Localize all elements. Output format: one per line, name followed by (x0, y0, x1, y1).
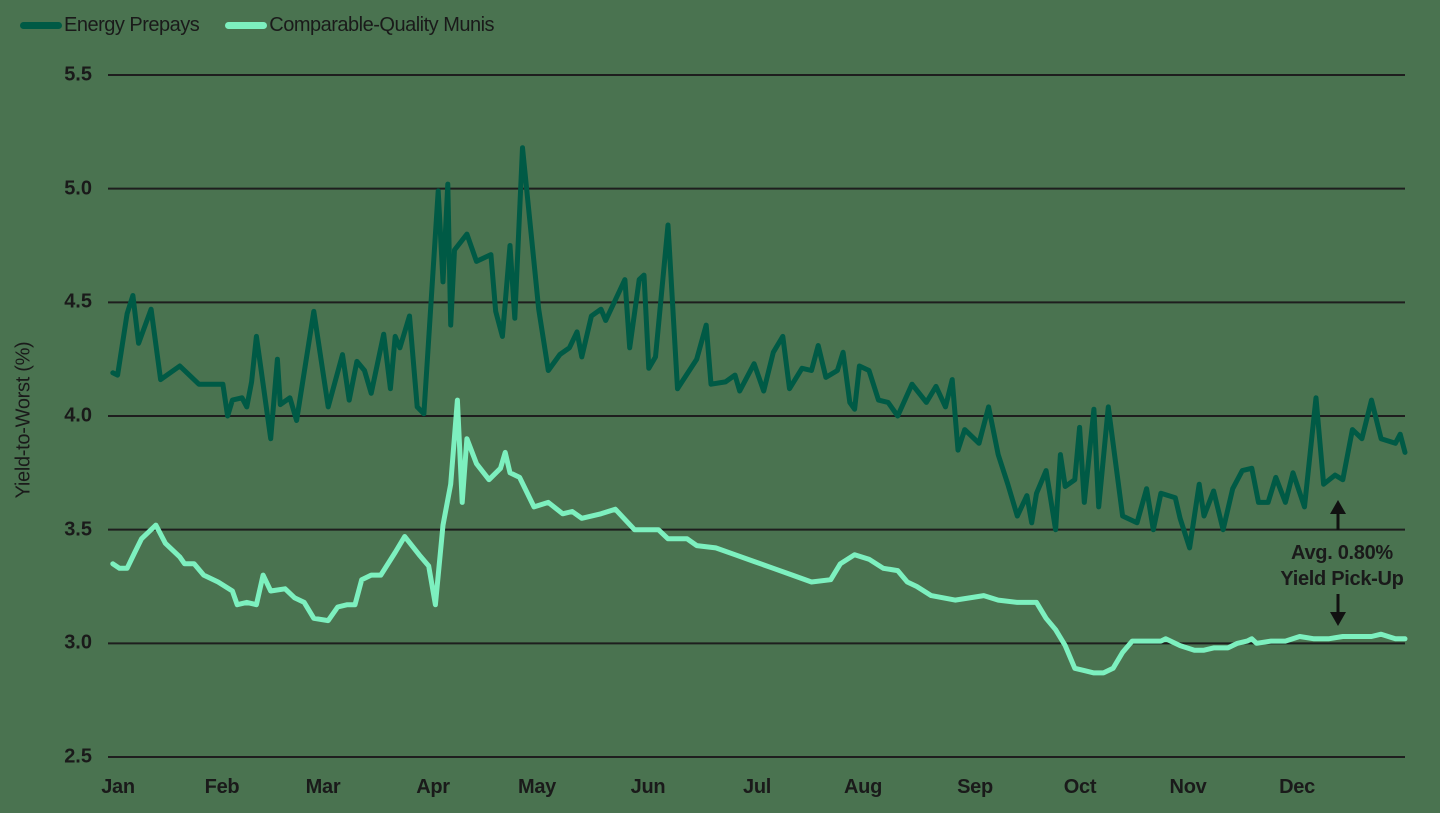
legend-label: Energy Prepays (64, 13, 200, 36)
y-tick: 4.0 (64, 404, 92, 427)
legend-item-munis: Comparable-Quality Munis (225, 13, 495, 37)
x-tick: Oct (1063, 776, 1097, 798)
y-tick: 4.5 (64, 290, 92, 313)
series-energy-prepays (110, 145, 1408, 551)
y-tick: 2.5 (64, 745, 92, 768)
x-tick: Jul (743, 776, 771, 798)
x-tick: May (517, 776, 557, 798)
arrow-down-icon (1330, 594, 1346, 626)
x-tick: Jan (101, 776, 135, 798)
series-lines (110, 145, 1408, 676)
legend-swatch-energy-prepays (20, 21, 62, 29)
legend-swatch-munis (225, 21, 268, 29)
y-axis-label: Yield-to-Worst (%) (12, 341, 35, 499)
x-tick: Feb (204, 776, 240, 798)
arrow-up-icon (1330, 500, 1346, 530)
legend-label: Comparable-Quality Munis (269, 13, 495, 36)
x-tick: Dec (1279, 776, 1315, 798)
gridlines (108, 74, 1405, 758)
y-tick: 3.5 (64, 518, 92, 541)
x-tick: Sep (957, 776, 993, 798)
x-tick: Apr (416, 776, 450, 798)
y-tick: 5.5 (64, 63, 92, 86)
x-tick: Nov (1169, 776, 1207, 798)
annotation-line-1: Avg. 0.80% (1291, 542, 1393, 564)
series-munis (110, 397, 1408, 676)
x-tick: Jun (630, 776, 666, 798)
yield-pickup-annotation: Avg. 0.80% Yield Pick-Up (1280, 540, 1403, 592)
annotation-line-2: Yield Pick-Up (1280, 568, 1404, 590)
y-tick: 3.0 (64, 631, 92, 654)
legend: Energy Prepays Comparable-Quality Munis (20, 10, 495, 40)
y-tick: 5.0 (64, 177, 92, 200)
x-tick: Mar (305, 776, 341, 798)
x-tick: Aug (844, 776, 882, 798)
legend-item-energy-prepays: Energy Prepays (20, 13, 200, 37)
